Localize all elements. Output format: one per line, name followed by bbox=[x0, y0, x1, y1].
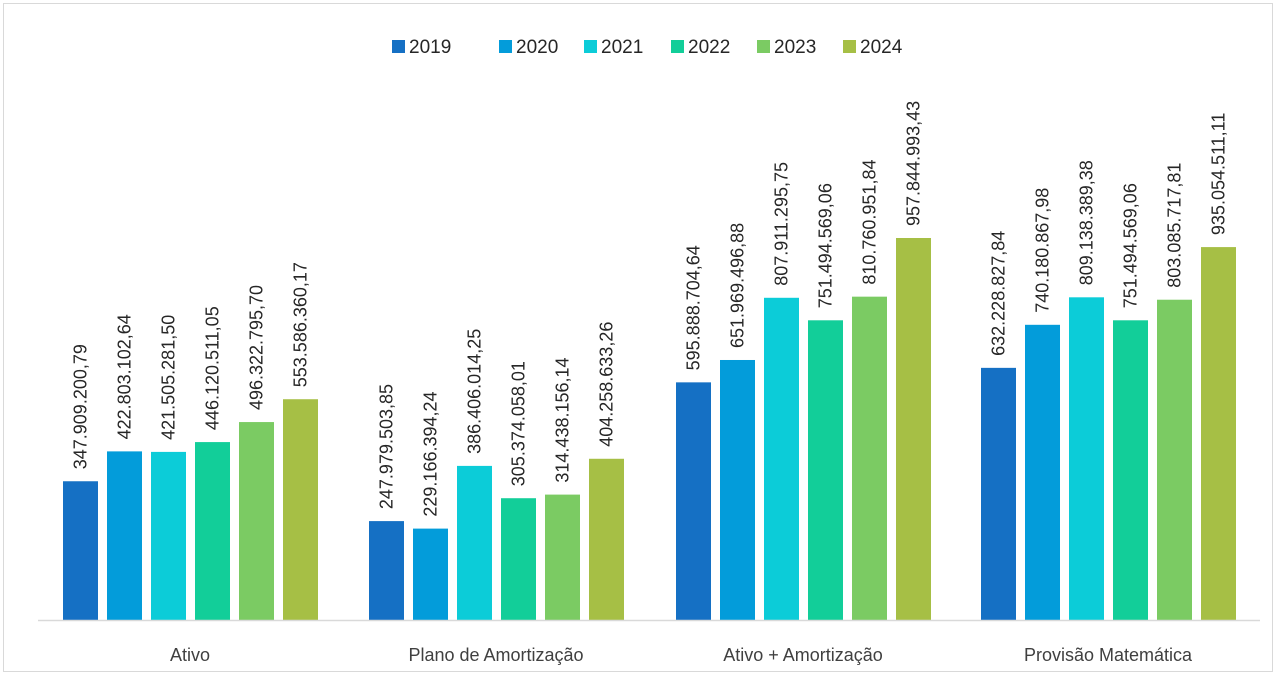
value-labels: 347.909.200,79 422.803.102,64 421.505.281,… bbox=[71, 101, 1229, 517]
bar-2023-3 bbox=[1157, 299, 1192, 620]
data-label-2023-2: 810.760.951,84 bbox=[860, 160, 880, 285]
data-label-2020-3: 740.180.867,98 bbox=[1033, 188, 1053, 313]
bar-2019-3 bbox=[981, 367, 1016, 620]
data-label-2024-2: 957.844.993,43 bbox=[904, 101, 924, 226]
legend-item-2022: 2022 bbox=[671, 37, 730, 58]
legend-item-2024: 2024 bbox=[843, 37, 903, 58]
legend-label: 2024 bbox=[860, 37, 903, 58]
bar-2022-1 bbox=[501, 498, 536, 620]
legend-item-2021: 2021 bbox=[584, 37, 643, 58]
legend-label: 2021 bbox=[601, 37, 643, 58]
data-label-2023-1: 314.438.156,14 bbox=[553, 357, 573, 482]
data-label-2021-0: 421.505.281,50 bbox=[159, 315, 179, 440]
data-label-2022-2: 751.494.569,06 bbox=[816, 183, 836, 308]
legend-swatch bbox=[671, 40, 684, 53]
data-label-2024-3: 935.054.511,11 bbox=[1209, 113, 1229, 235]
bar-2023-0 bbox=[239, 422, 274, 620]
data-label-2019-2: 595.888.704,64 bbox=[684, 245, 704, 370]
data-label-2024-1: 404.258.633,26 bbox=[597, 322, 617, 447]
legend-swatch bbox=[757, 40, 770, 53]
bar-2019-0 bbox=[63, 481, 98, 620]
legend-item-2020: 2020 bbox=[499, 37, 558, 58]
bar-2020-1 bbox=[413, 528, 448, 620]
bars bbox=[63, 238, 1236, 620]
data-label-2023-3: 803.085.717,81 bbox=[1165, 163, 1185, 288]
bar-2020-2 bbox=[720, 359, 755, 620]
bar-2024-3 bbox=[1201, 247, 1236, 620]
legend-label: 2023 bbox=[774, 37, 816, 58]
category-label-1: Plano de Amortização bbox=[408, 645, 583, 665]
data-label-2020-1: 229.166.394,24 bbox=[421, 391, 441, 516]
legend-swatch bbox=[499, 40, 512, 53]
data-label-2021-2: 807.911.295,75 bbox=[772, 162, 792, 286]
bar-2019-1 bbox=[369, 521, 404, 620]
bar-2023-1 bbox=[545, 494, 580, 620]
bar-2021-1 bbox=[457, 465, 492, 620]
data-label-2022-1: 305.374.058,01 bbox=[509, 361, 529, 486]
bar-2020-3 bbox=[1025, 324, 1060, 620]
legend-label: 2020 bbox=[516, 37, 558, 58]
bar-2021-3 bbox=[1069, 297, 1104, 620]
data-label-2022-0: 446.120.511,05 bbox=[203, 306, 223, 430]
bar-2022-2 bbox=[808, 320, 843, 620]
bar-2024-0 bbox=[283, 399, 318, 620]
bar-2020-0 bbox=[107, 451, 142, 620]
bar-2024-1 bbox=[589, 458, 624, 620]
legend-swatch bbox=[843, 40, 856, 53]
bar-2022-3 bbox=[1113, 320, 1148, 620]
data-label-2024-0: 553.586.360,17 bbox=[291, 262, 311, 387]
legend-swatch bbox=[392, 40, 405, 53]
data-label-2019-1: 247.979.503,85 bbox=[377, 384, 397, 509]
data-label-2021-3: 809.138.389,38 bbox=[1077, 160, 1097, 285]
legend-label: 2022 bbox=[688, 37, 730, 58]
bar-2019-2 bbox=[676, 382, 711, 620]
data-label-2023-0: 496.322.795,70 bbox=[247, 285, 267, 410]
legend-item-2019: 2019 bbox=[392, 37, 451, 58]
bar-2023-2 bbox=[852, 296, 887, 620]
legend: 2019 2020 2021 2022 2023 2024 bbox=[392, 37, 903, 58]
data-label-2021-1: 386.406.014,25 bbox=[465, 329, 485, 454]
bar-2021-0 bbox=[151, 451, 186, 620]
data-label-2020-0: 422.803.102,64 bbox=[115, 314, 135, 439]
category-label-2: Ativo + Amortização bbox=[723, 645, 883, 665]
data-label-2022-3: 751.494.569,06 bbox=[1121, 183, 1141, 308]
data-label-2020-2: 651.969.496,88 bbox=[728, 223, 748, 348]
legend-label: 2019 bbox=[409, 37, 451, 58]
category-labels: Ativo Plano de Amortização Ativo + Amortiz… bbox=[170, 645, 1193, 665]
category-label-0: Ativo bbox=[170, 645, 210, 665]
data-label-2019-0: 347.909.200,79 bbox=[71, 344, 91, 469]
bar-2024-2 bbox=[896, 238, 931, 620]
data-label-2019-3: 632.228.827,84 bbox=[989, 231, 1009, 356]
legend-swatch bbox=[584, 40, 597, 53]
bar-2021-2 bbox=[764, 297, 799, 620]
bar-2022-0 bbox=[195, 442, 230, 620]
category-label-3: Provisão Matemática bbox=[1024, 645, 1193, 665]
legend-item-2023: 2023 bbox=[757, 37, 816, 58]
